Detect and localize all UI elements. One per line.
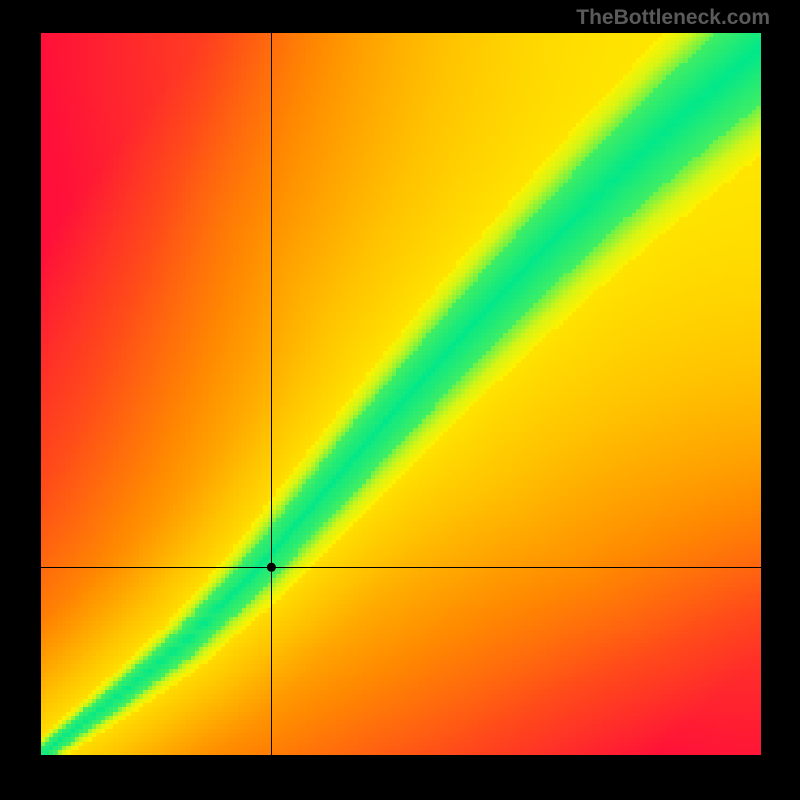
watermark-text: TheBottleneck.com — [576, 6, 770, 30]
chart-container: TheBottleneck.com — [0, 0, 800, 800]
heatmap-canvas — [41, 33, 761, 755]
